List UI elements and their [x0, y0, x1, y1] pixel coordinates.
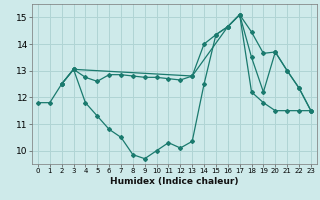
X-axis label: Humidex (Indice chaleur): Humidex (Indice chaleur) [110, 177, 239, 186]
